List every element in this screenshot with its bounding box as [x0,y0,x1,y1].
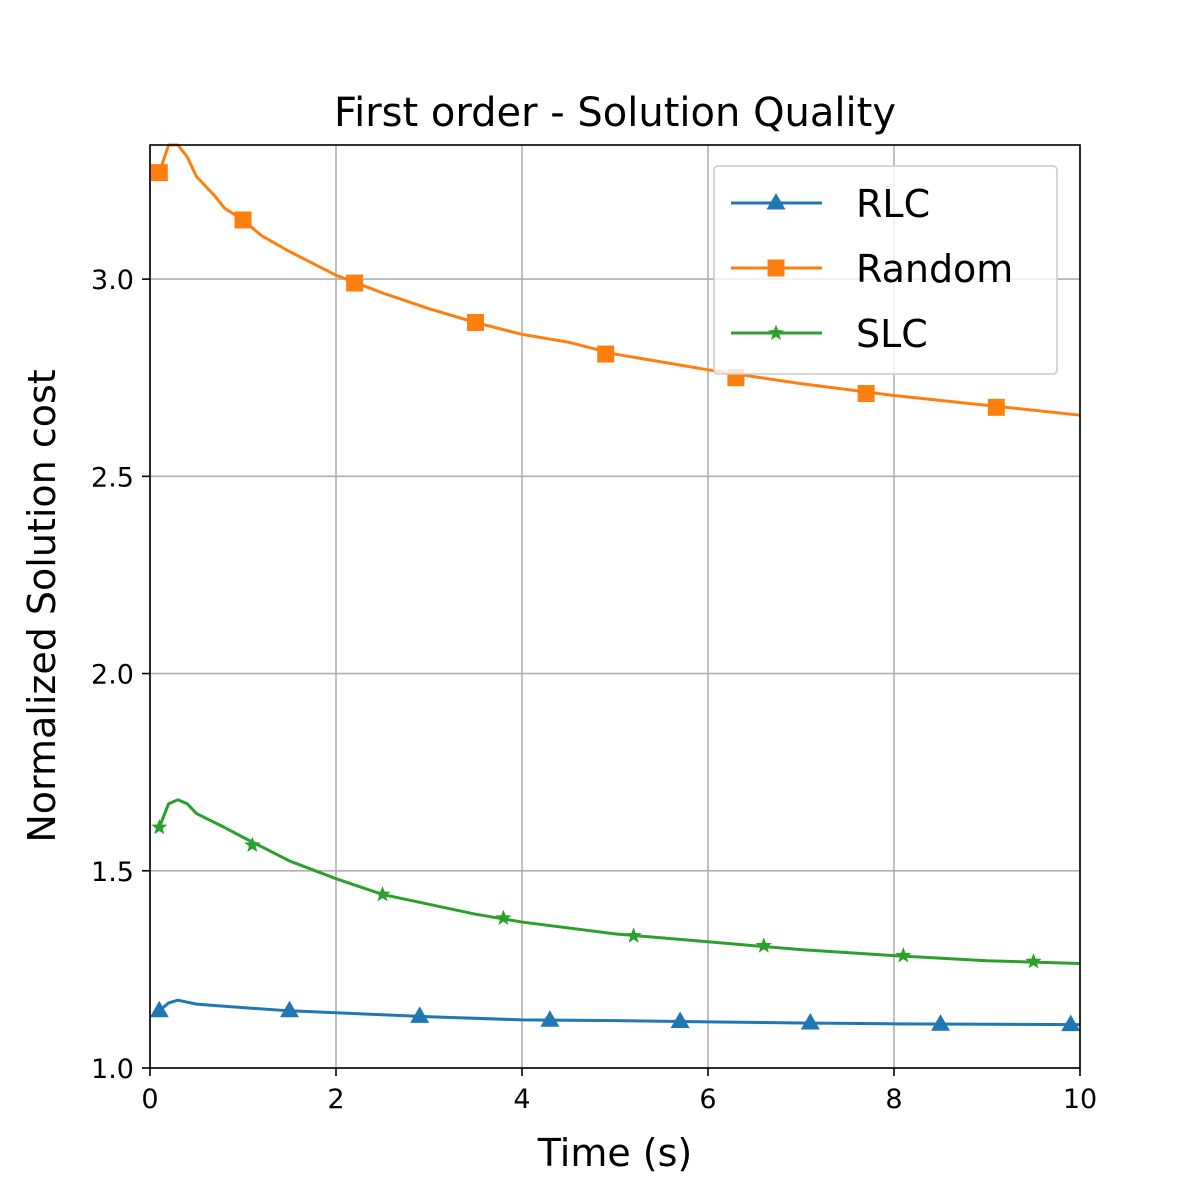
legend-item-slc: SLC [731,312,928,356]
y-tick-label: 2.0 [91,660,134,691]
x-tick-label: 10 [1063,1084,1097,1115]
chart-title: First order - Solution Quality [334,90,896,136]
legend-label: Random [856,247,1013,291]
y-tick-label: 1.5 [91,857,134,888]
legend-marker [767,259,785,277]
legend: RLC Random SLC [713,165,1058,375]
data-point-marker [597,345,615,363]
data-point-marker [1061,1014,1081,1032]
series-layer [149,143,1081,1032]
x-tick-label: 0 [141,1084,158,1115]
data-point-marker [244,836,261,853]
x-axis-label: Time (s) [537,1131,693,1175]
series-slc [151,798,1081,969]
legend-item-rlc: RLC [731,182,930,226]
data-point-marker [149,1000,169,1018]
data-point-marker [374,885,391,902]
y-axis-label: Normalized Solution cost [20,369,64,842]
legend-marker [766,193,786,210]
data-point-marker [800,1013,820,1030]
data-point-marker [346,274,364,292]
data-point-marker [540,1010,560,1027]
plot-frame [149,144,1081,1069]
y-tick-label: 2.5 [91,462,134,493]
data-point-marker [670,1011,690,1028]
data-point-marker [931,1014,950,1031]
x-tick-label: 6 [699,1084,716,1115]
data-point-marker [280,1000,299,1018]
data-point-marker [234,211,252,229]
x-tick-label: 8 [885,1084,902,1115]
series-line [158,998,1081,1027]
y-tick-label: 3.0 [91,265,134,296]
legend-box [713,165,1058,375]
data-point-marker [1025,953,1042,969]
data-point-marker [755,937,772,953]
x-tick-label: 4 [513,1084,530,1115]
data-point-marker [467,314,484,331]
data-point-marker [987,398,1005,416]
data-point-marker [495,909,512,925]
data-point-marker [895,947,912,963]
data-point-marker [150,164,168,182]
series-random [150,143,1081,417]
ticks: 0 2 4 6 8 10 1.0 1.5 2.0 2.5 3.0 [91,265,1097,1115]
data-point-marker [410,1006,430,1023]
legend-label: SLC [856,312,928,356]
x-tick-label: 2 [327,1084,344,1115]
data-point-marker [151,818,168,835]
legend-label: RLC [856,182,930,226]
series-rlc [149,998,1081,1032]
data-point-marker [857,385,875,402]
y-tick-label: 1.0 [91,1054,134,1085]
legend-item-random: Random [731,247,1013,291]
legend-marker [767,324,785,340]
data-point-marker [625,927,642,943]
